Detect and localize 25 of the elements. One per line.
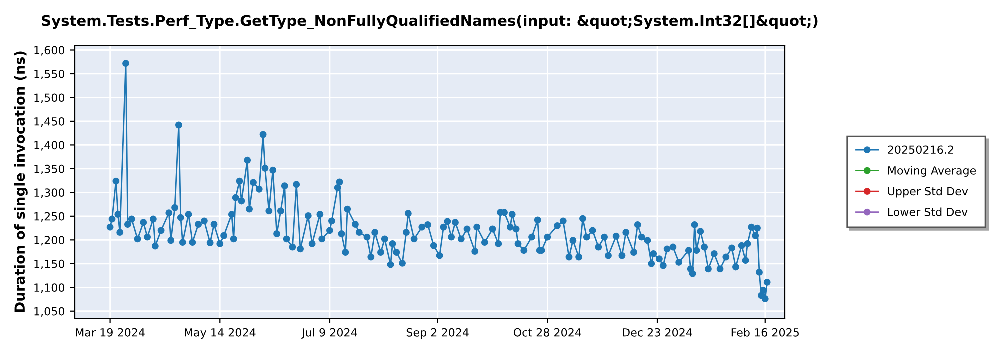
x-tick-label: Oct 28 2024: [514, 328, 582, 337]
legend-label: 20250216.2: [888, 146, 954, 154]
x-tick-label: Sep 2 2024: [406, 328, 469, 339]
chart-title: System.Tests.Perf_Type.GetType_NonFullyQualifiedNames(input: &quot;System.Int32[]&quot;): [42, 14, 818, 30]
y-tick-label: 1,100: [34, 284, 65, 294]
y-tick-label: 1,050: [34, 307, 65, 317]
y-tick-label: 1,550: [34, 70, 65, 80]
y-tick-label: 1,450: [34, 117, 65, 127]
x-tick-label: Jul 9 2024: [301, 328, 358, 339]
y-tick-label: 1,200: [34, 236, 65, 246]
legend-label: Lower Std Dev: [888, 208, 968, 216]
x-tick-label: Mar 19 2024: [76, 328, 145, 337]
y-tick-label: 1,300: [34, 188, 65, 198]
legend-label: Moving Average: [888, 166, 976, 177]
y-tick-label: 1,350: [34, 164, 65, 174]
x-tick-label: Dec 23 2024: [623, 328, 692, 337]
y-tick-label: 1,400: [34, 141, 65, 151]
x-tick-label: May 14 2024: [185, 328, 256, 339]
y-tick-label: 1,250: [34, 212, 65, 222]
y-tick-label: 1,600: [34, 46, 65, 56]
y-tick-label: 1,150: [34, 260, 65, 270]
x-tick-label: Feb 16 2025: [732, 328, 799, 337]
legend-label: Upper Std Dev: [888, 187, 968, 198]
y-axis-title: Duration of single invocation (ns): [14, 52, 28, 312]
y-tick-label: 1,500: [34, 94, 65, 104]
